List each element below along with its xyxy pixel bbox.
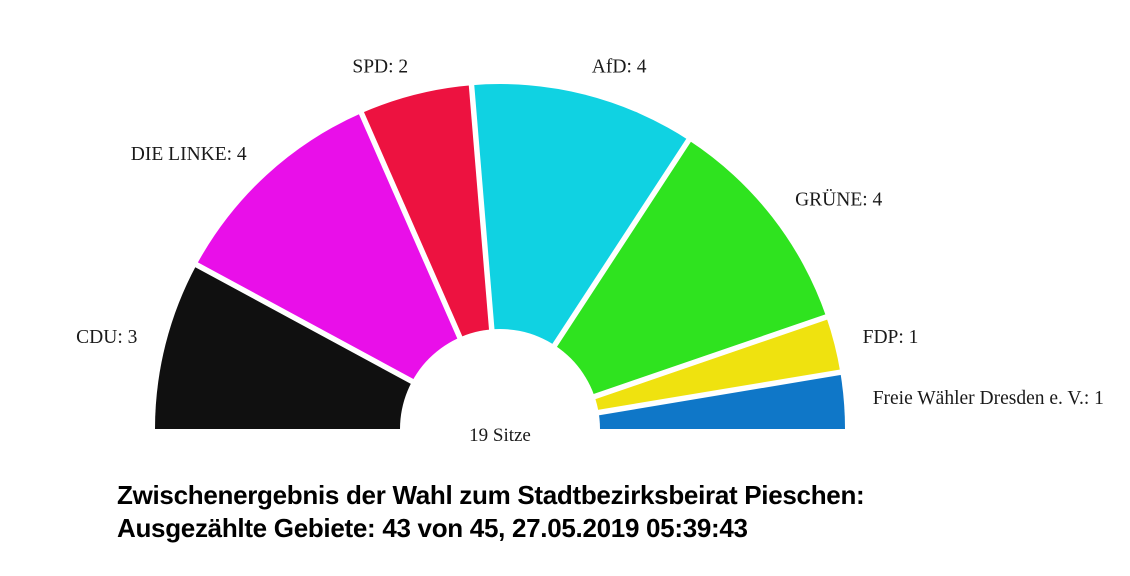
chart-title-line2: Ausgezählte Gebiete: 43 von 45, 27.05.20… [117,513,748,543]
slice-label-fdp: FDP: 1 [863,327,919,348]
wedge-die-linke [196,113,500,429]
slice-label-cdu: CDU: 3 [76,327,137,348]
slice-label-afd: AfD: 4 [592,56,647,77]
slice-label-freie-waehler-dresden: Freie Wähler Dresden e. V.: 1 [873,388,1104,409]
slice-labels-group: CDU: 3 DIE LINKE: 4 SPD: 2 AfD: 4 GRÜNE: 4 FD… [76,56,1104,409]
slice-label-gruene: GRÜNE: 4 [795,189,882,210]
seat-chart: CDU: 3 DIE LINKE: 4 SPD: 2 AfD: 4 GRÜNE: 4 FD… [76,56,1104,470]
chart-title-line1: Zwischenergebnis der Wahl zum Stadtbezir… [117,480,865,510]
wedge-gruene [500,140,827,429]
slice-label-spd: SPD: 2 [352,56,408,77]
donut-hole [400,329,600,470]
chart-title: Zwischenergebnis der Wahl zum Stadtbezir… [117,479,865,545]
slice-label-die-linke: DIE LINKE: 4 [131,144,247,165]
total-seats-label: 19 Sitze [469,425,531,446]
